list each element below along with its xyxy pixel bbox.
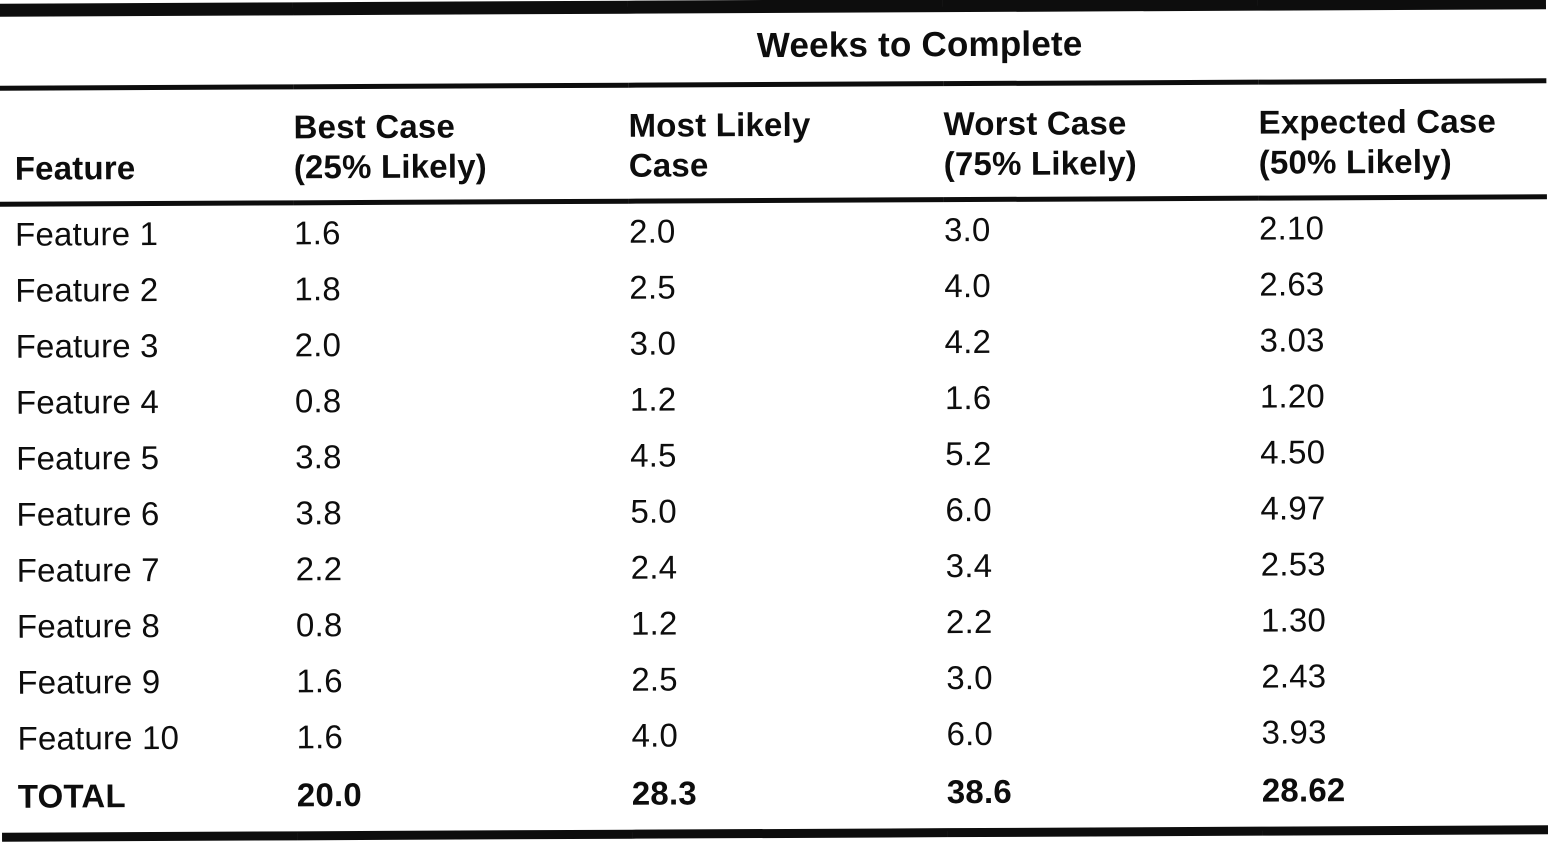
value-cell: 1.8 [294,269,341,307]
value-cell: 2.2 [945,602,993,640]
value-cell: 1.30 [1260,600,1327,639]
value-cell: 2.43 [1261,656,1327,695]
value-cell: 3.03 [1259,320,1325,359]
value-cell: 2.0 [628,211,676,250]
value-cell: 5.2 [945,434,992,472]
feature-cell: Feature 3 [15,326,159,365]
value-cell: 1.6 [293,213,341,251]
feature-cell: Feature 2 [15,270,159,309]
feature-cell: Feature 6 [16,494,160,533]
table-row: Feature 2 1.8 2.5 4.0 2.63 [0,255,1547,319]
table-row: Feature 8 0.8 1.2 2.2 1.30 [1,591,1548,655]
column-header-worst-case: Worst Case (75% Likely) [943,82,1259,200]
total-best-case: 20.0 [296,775,362,813]
column-header-row: Feature Best Case (25% Likely) Most Like… [0,80,1547,204]
value-cell: 4.50 [1260,432,1326,471]
feature-cell: Feature 5 [16,438,160,477]
value-cell: 2.5 [631,659,678,698]
value-cell: 3.0 [943,210,991,248]
value-cell: 5.0 [630,491,678,530]
column-header-most-likely: Most Likely Case [628,83,944,201]
feature-cell: Feature 1 [14,214,159,253]
column-header-expected-case: Expected Case (50% Likely) [1258,80,1547,198]
value-cell: 3.8 [295,437,342,475]
value-cell: 1.6 [296,661,343,699]
value-cell: 3.0 [946,658,993,696]
value-cell: 2.63 [1259,264,1325,303]
feature-cell: Feature 8 [16,606,161,645]
total-worst-case: 38.6 [946,772,1012,810]
feature-cell: Feature 7 [16,550,160,589]
table-row: Feature 3 2.0 3.0 4.2 3.03 [0,311,1548,375]
table-row: Feature 9 1.6 2.5 3.0 2.43 [1,647,1548,711]
value-cell: 1.20 [1259,376,1326,415]
column-header-best-case: Best Case (25% Likely) [293,85,629,203]
feature-cell: Feature 10 [17,718,180,757]
value-cell: 4.2 [944,322,992,360]
total-most-likely: 28.3 [631,773,697,812]
table-row: Feature 5 3.8 4.5 5.2 4.50 [0,423,1548,487]
value-cell: 0.8 [294,381,342,419]
table-row: Feature 7 2.2 2.4 3.4 2.53 [1,535,1548,599]
value-cell: 1.2 [630,603,678,642]
total-expected-case: 28.62 [1261,770,1346,809]
value-cell: 2.4 [630,547,678,586]
value-cell: 6.0 [945,490,993,528]
table-row: Feature 4 0.8 1.2 1.6 1.20 [0,367,1548,431]
value-cell: 2.2 [295,549,343,587]
value-cell: 4.5 [630,435,677,474]
feature-cell: Feature 4 [15,382,160,421]
value-cell: 2.10 [1258,208,1325,247]
value-cell: 3.93 [1261,712,1327,751]
total-row: TOTAL 20.0 28.3 38.6 28.62 [2,759,1548,837]
span-header: Weeks to Complete [292,2,1547,87]
value-cell: 1.6 [296,717,344,755]
value-cell: 2.5 [629,267,676,306]
value-cell: 4.0 [944,266,991,304]
value-cell: 0.8 [295,605,343,643]
total-label: TOTAL [17,776,126,815]
table-body: Feature 1 1.6 2.0 3.0 2.10 Feature 2 1.8 2.5 4.0… [0,196,1548,766]
value-cell: 2.0 [294,325,342,363]
table-row: Feature 6 3.8 5.0 6.0 4.97 [0,479,1548,543]
value-cell: 6.0 [946,714,994,752]
value-cell: 4.0 [631,715,679,754]
feature-cell: Feature 9 [17,662,161,701]
column-header-feature: Feature [0,86,294,204]
table-row: Feature 1 1.6 2.0 3.0 2.10 [0,196,1547,262]
value-cell: 3.8 [295,493,343,531]
value-cell: 1.2 [629,379,677,418]
span-header-spacer [0,8,294,89]
value-cell: 4.97 [1260,488,1326,527]
value-cell: 1.6 [944,378,992,416]
span-header-row: Weeks to Complete [0,2,1547,89]
value-cell: 3.0 [629,323,677,362]
value-cell: 2.53 [1260,544,1326,583]
value-cell: 3.4 [945,546,993,584]
table-row: Feature 10 1.6 4.0 6.0 3.93 [1,703,1548,767]
